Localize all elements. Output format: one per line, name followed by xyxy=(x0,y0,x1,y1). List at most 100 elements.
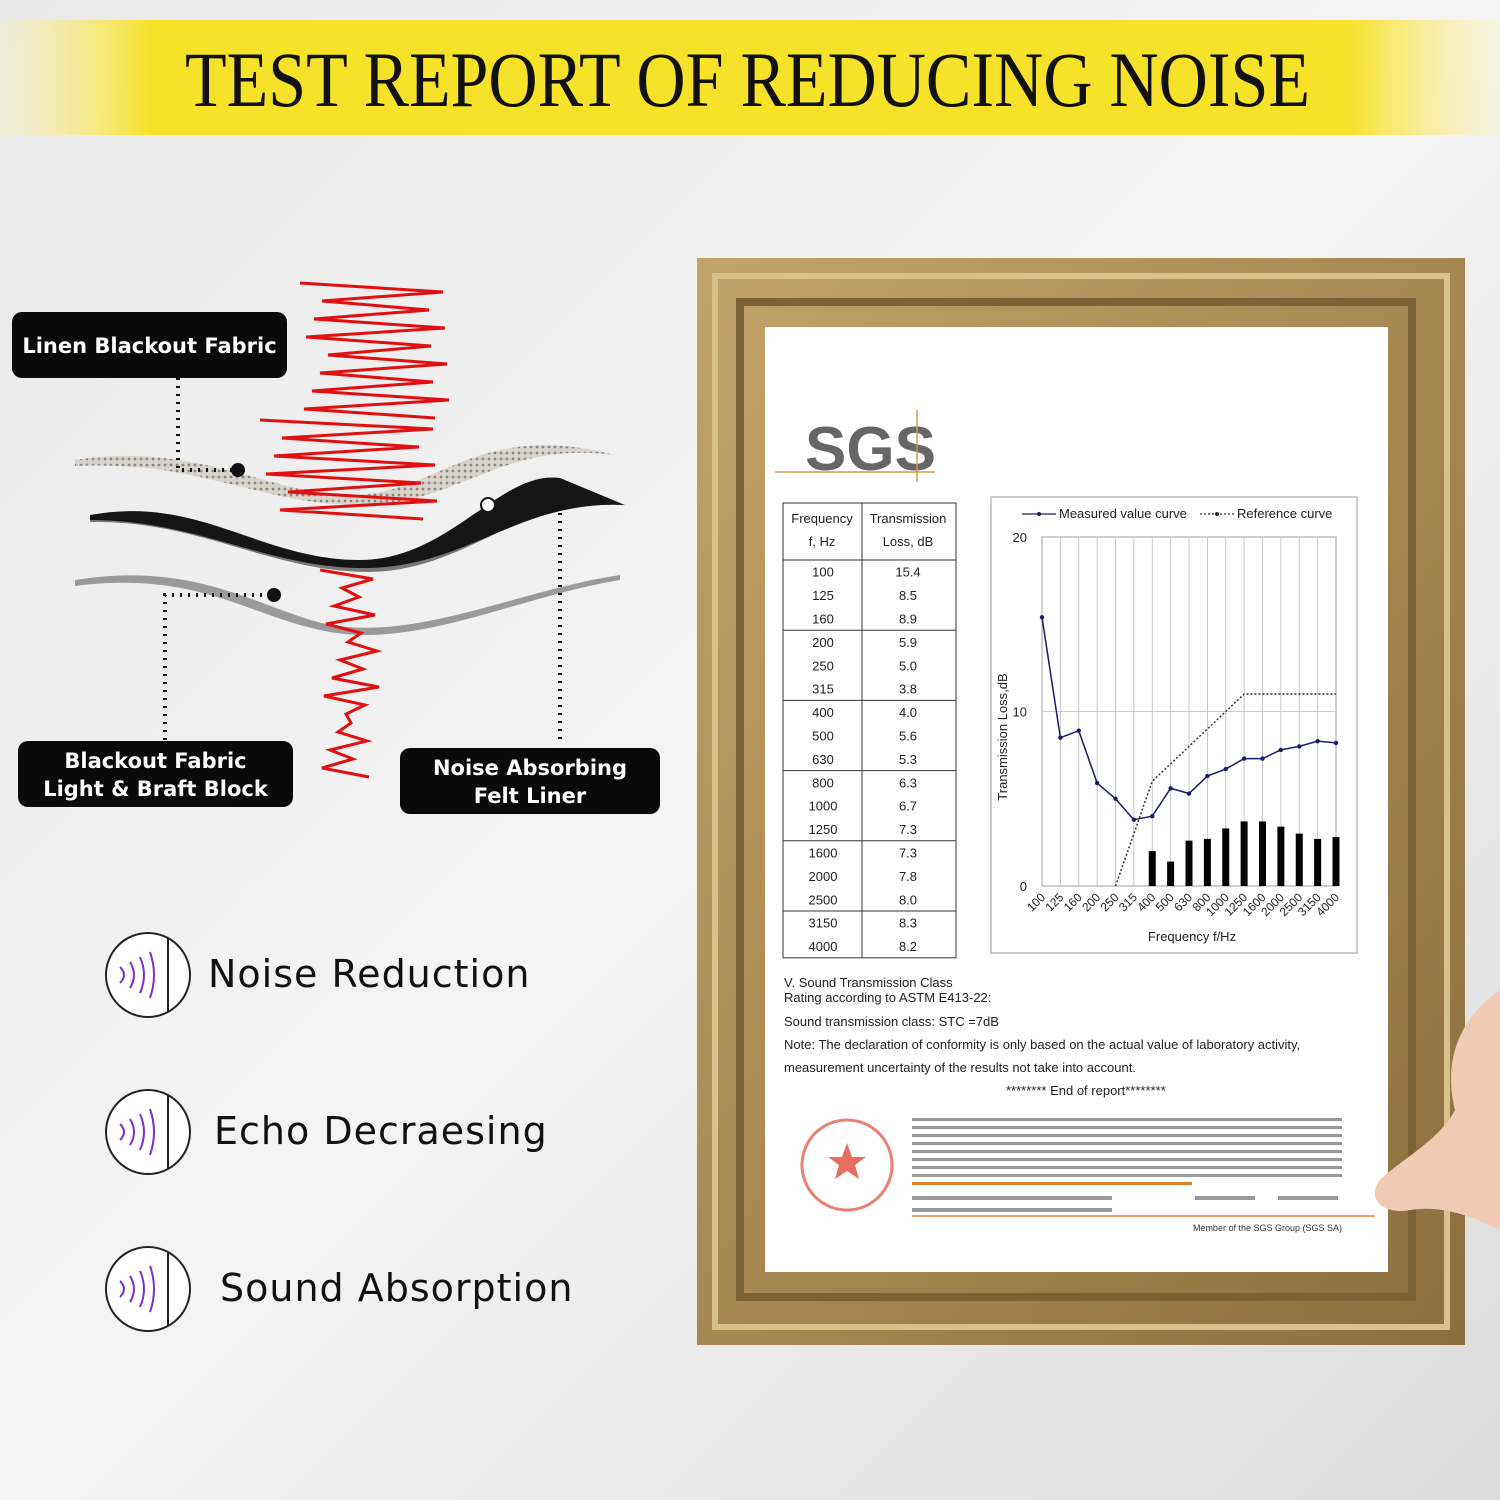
table-cell: 1250 xyxy=(809,822,838,837)
table-cell: 3.8 xyxy=(899,682,917,697)
chart-border xyxy=(990,496,1358,954)
bar xyxy=(1259,821,1266,886)
point xyxy=(1168,786,1173,791)
legend-marker xyxy=(1037,512,1041,516)
table-cell: 7.3 xyxy=(899,846,917,861)
bar xyxy=(1240,821,1248,886)
point xyxy=(1039,615,1045,620)
table-cell: 500 xyxy=(812,729,834,744)
legend-label: Measured value curve xyxy=(1059,506,1187,521)
bar xyxy=(1295,833,1303,886)
x-axis-label: Frequency f/Hz xyxy=(1148,929,1236,944)
feature-icon-wave xyxy=(129,961,135,989)
frame-bevel xyxy=(736,298,1416,1301)
wave-line xyxy=(259,418,438,521)
point xyxy=(1223,766,1228,772)
leader-dot xyxy=(267,588,281,602)
point xyxy=(1113,796,1118,801)
table-cell: 7.8 xyxy=(899,869,917,884)
feature-icon-wave xyxy=(139,956,145,994)
table-cell: 8.2 xyxy=(899,939,917,954)
table-cell: 5.3 xyxy=(899,752,917,767)
layer-linen xyxy=(75,445,615,505)
table-header: Frequency xyxy=(791,511,853,526)
legend-marker xyxy=(1215,512,1219,516)
table-cell: 250 xyxy=(812,658,834,673)
feature-icon-wave xyxy=(139,1113,145,1151)
label-box xyxy=(12,312,287,378)
table-cell: 630 xyxy=(812,752,834,767)
label-text: Linen Blackout Fabric xyxy=(22,334,276,358)
feature-icon-wave xyxy=(119,1123,125,1141)
table-cell: 15.4 xyxy=(895,565,920,580)
label-box xyxy=(18,741,293,807)
legal-text xyxy=(912,1118,1342,1212)
bar xyxy=(1167,861,1175,886)
label-text: Felt Liner xyxy=(474,784,587,808)
bar xyxy=(1203,838,1211,886)
table-cell: 5.9 xyxy=(899,635,917,650)
label-text: Light & Braft Block xyxy=(43,777,269,801)
table-cell: 200 xyxy=(812,635,834,650)
point xyxy=(1058,735,1063,740)
table-cell: 2000 xyxy=(809,869,838,884)
point xyxy=(1241,756,1247,761)
series-line xyxy=(1114,693,1336,887)
label-text: Blackout Fabric xyxy=(64,749,246,773)
report-line: ******** End of report******** xyxy=(1006,1083,1166,1098)
data-table: Frequency f, Hz Transmission Loss, dB 100 15.… xyxy=(782,502,957,959)
point xyxy=(1278,747,1284,753)
bar xyxy=(1148,851,1156,886)
table-cell: 3150 xyxy=(809,916,838,931)
table-cell: 125 xyxy=(812,588,834,603)
table-cell: 4.0 xyxy=(899,705,917,720)
bar xyxy=(1332,837,1340,886)
table-cell: 100 xyxy=(812,565,834,580)
point xyxy=(1094,780,1100,786)
report-line: Sound transmission class: STC =7dB xyxy=(784,1014,999,1029)
table-cell: 6.7 xyxy=(899,799,917,814)
point xyxy=(1260,756,1265,761)
stamp-star xyxy=(828,1143,866,1179)
feature-icon-wave xyxy=(149,951,155,999)
y-tick-label: 0 xyxy=(1020,879,1027,894)
legend-label: Reference curve xyxy=(1237,506,1332,521)
report-line: Rating according to ASTM E413-22: xyxy=(784,990,991,1005)
table-cell: 400 xyxy=(812,705,834,720)
y-axis-label: Transmission Loss,dB xyxy=(995,673,1010,800)
features: Noise Reduction Echo Decraesing Sound Abso… xyxy=(105,932,572,1332)
label-text: Noise Absorbing xyxy=(433,756,627,780)
table-cell: 800 xyxy=(812,775,834,790)
label-box xyxy=(400,748,660,814)
report-line: Note: The declaration of conformity is o… xyxy=(784,1037,1300,1052)
table-cell: 8.5 xyxy=(899,588,917,603)
feature-icon-wave xyxy=(119,1280,125,1298)
wave-line xyxy=(319,568,383,779)
point xyxy=(1076,728,1081,733)
footer: Member of the SGS Group (SGS SA) xyxy=(1193,1223,1342,1233)
table-cell: 1000 xyxy=(809,799,838,814)
bar xyxy=(1185,840,1193,886)
banner xyxy=(0,20,1500,135)
table-header: f, Hz xyxy=(809,534,836,549)
point xyxy=(1297,744,1302,749)
wave-line xyxy=(299,281,450,420)
table-cell: 315 xyxy=(812,682,834,697)
leader-lines xyxy=(163,378,562,745)
table-border xyxy=(782,502,957,959)
feature-text: Echo Decraesing xyxy=(214,1109,548,1153)
table-cell: 5.0 xyxy=(899,658,917,673)
feature-icon-wave xyxy=(129,1118,135,1146)
feature-icon xyxy=(105,932,191,1018)
report-line: V. Sound Transmission Class xyxy=(784,975,953,990)
sound-wave xyxy=(259,281,450,779)
feature-icon-wave xyxy=(129,1275,135,1303)
point xyxy=(1315,738,1320,744)
table-header: Transmission xyxy=(870,511,947,526)
bar xyxy=(1314,838,1322,886)
point xyxy=(1131,817,1137,822)
bar xyxy=(1277,826,1285,886)
leader-dot xyxy=(480,497,496,513)
